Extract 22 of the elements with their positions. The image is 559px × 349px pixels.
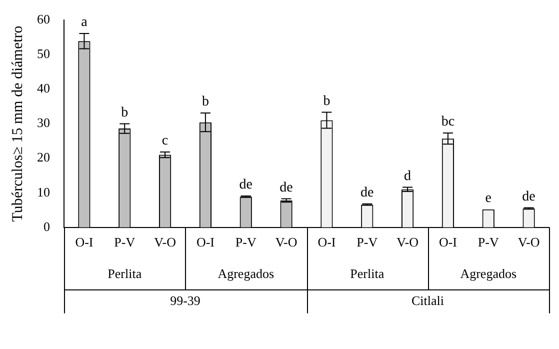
data-label: a: [81, 15, 88, 30]
y-tick-label: 30: [37, 115, 50, 130]
data-label: de: [522, 189, 536, 204]
data-label: b: [202, 94, 209, 110]
y-tick-label: 40: [37, 80, 50, 96]
y-tick-label: 20: [37, 150, 50, 165]
data-label: bc: [441, 114, 455, 130]
y-tick-label: 10: [37, 184, 50, 200]
data-label: de: [360, 186, 374, 201]
text: Citlali: [412, 292, 444, 308]
data-label: de: [280, 180, 293, 196]
data-label: de: [239, 178, 252, 193]
y-tick-label: 50: [37, 46, 50, 61]
data-label: d: [404, 168, 412, 184]
y-tick-label: 60: [37, 11, 50, 26]
y-tick-label: 0: [44, 218, 50, 234]
data-label: e: [485, 191, 492, 206]
data-label: c: [162, 134, 168, 149]
data-label: b: [121, 105, 128, 120]
text: 99-39: [170, 292, 200, 308]
y-axis-title: Tubérculos≥ 15 mm de diámetro: [10, 26, 26, 222]
data-label: b: [323, 94, 330, 109]
